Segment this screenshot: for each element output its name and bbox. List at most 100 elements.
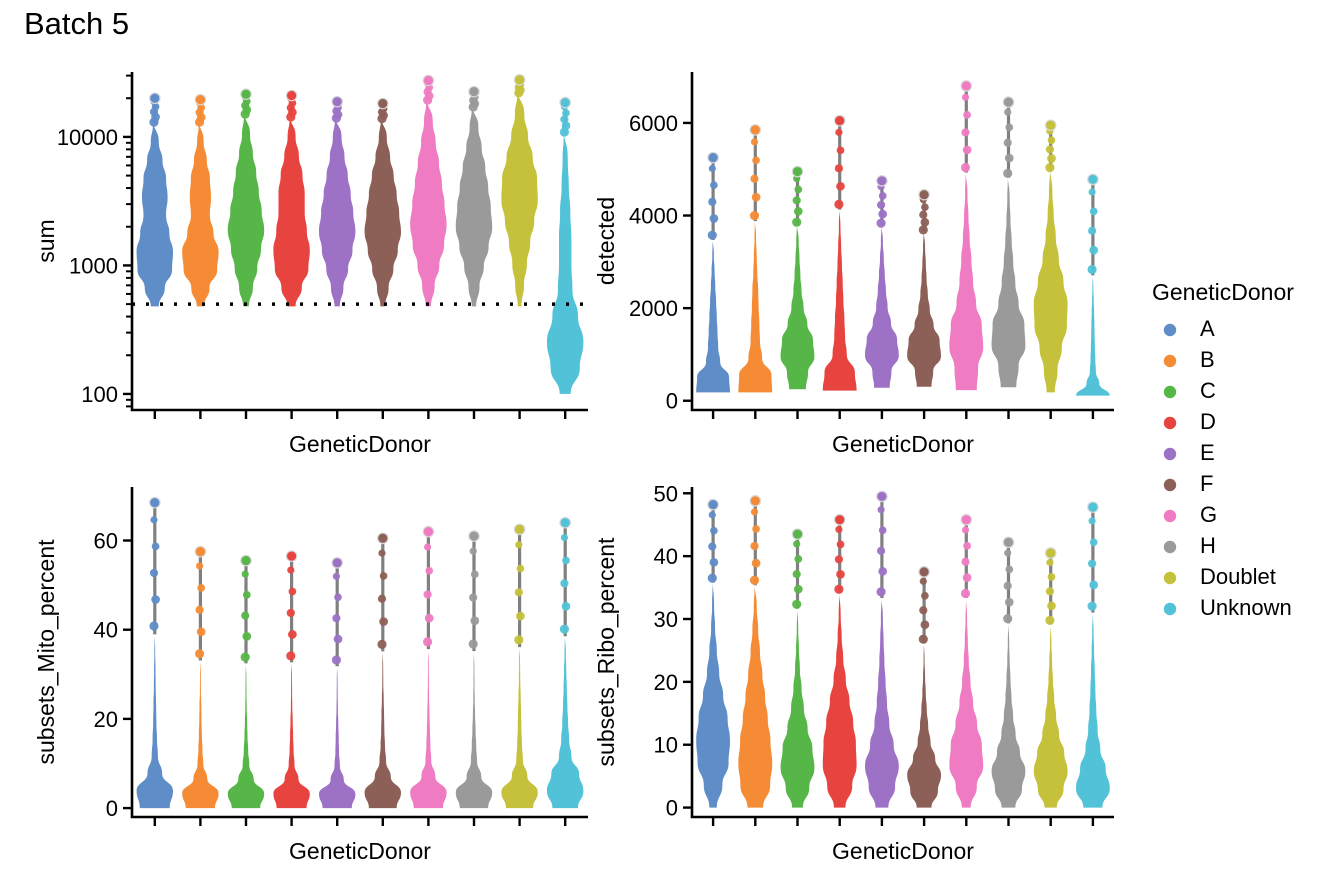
outlier-point [794,185,803,194]
outlier-point [918,225,928,235]
legend-item-b[interactable]: B [1163,347,1215,372]
panel-top-right: 0 2000 4000 6000 GeneticDonor detected [593,72,1114,457]
violin-body [907,232,941,387]
y-axis-title: subsets_Ribo_percent [593,537,619,766]
legend-item-doublet[interactable]: Doublet [1163,564,1276,589]
legend-item-h[interactable]: H [1163,533,1216,558]
max-outlier-point [1044,119,1057,132]
violin-doublet [501,74,538,307]
max-outlier-point [194,545,207,558]
max-outlier-point [791,165,804,178]
violin-series-group [136,496,584,809]
violin-body [949,599,984,808]
outlier-point [241,570,249,578]
outlier-point [1004,153,1014,163]
outlier-point [561,121,571,131]
max-outlier-point [149,92,161,105]
outlier-point [710,181,718,190]
legend-item-d[interactable]: D [1163,409,1216,434]
violin-f [907,566,941,808]
legend-item-unknown[interactable]: Unknown [1163,595,1292,620]
outlier-point [792,217,802,227]
outlier-point [1047,601,1056,611]
outlier-point [1005,123,1014,132]
violin-a [136,496,173,809]
y-tick-label: 4000 [629,204,678,229]
outlier-point [961,557,970,566]
legend-item-c[interactable]: C [1163,378,1216,403]
x-axis-title: GeneticDonor [289,431,431,457]
legend-swatch-icon [1163,416,1177,430]
panel-bottom-right: 0 10 20 30 40 50 GeneticDonor subsets_Ribo_perc… [593,481,1114,864]
y-tick-label: 6000 [629,111,678,136]
violin-f [364,97,401,307]
outlier-point [149,568,159,578]
legend-item-label: F [1200,471,1213,496]
y-tick-label: 10 [654,733,678,758]
violin-h [455,530,493,809]
violin-c [227,88,265,307]
legend-item-g[interactable]: G [1163,502,1217,527]
legend-item-label: Doublet [1200,564,1276,589]
outlier-point [836,146,845,155]
y-tick-label: 20 [94,707,118,732]
max-outlier-point [707,498,719,511]
violin-unknown [1076,173,1110,396]
outlier-point [1089,207,1098,216]
outlier-point [423,590,432,599]
outlier-point [424,543,432,551]
y-tick-label: 1000 [69,253,118,278]
y-tick-label: 60 [94,529,118,554]
legend-item-label: G [1200,502,1217,527]
legend-title: GeneticDonor [1152,279,1294,305]
outlier-point [197,584,206,592]
outlier-point [196,627,206,637]
max-outlier-point [876,175,888,187]
outlier-point [1045,615,1055,625]
violin-e [319,557,356,809]
legend-item-e[interactable]: E [1163,440,1215,465]
outlier-point [150,516,158,524]
axis-spines [690,487,1114,819]
max-outlier-point [876,490,888,503]
max-outlier-point [376,532,389,545]
x-axis-ticks [153,410,567,419]
outlier-point [749,575,760,585]
max-outlier-point [833,114,846,127]
y-axis-title: subsets_Mito_percent [33,539,59,765]
y-tick-label: 0 [666,796,678,821]
outlier-point [334,593,342,602]
violin-g [949,80,984,391]
outlier-point [377,639,387,649]
outlier-point [752,156,760,165]
outlier-point [708,197,717,206]
outlier-point [750,541,759,551]
outlier-point [920,217,930,227]
violin-e [865,175,899,388]
outlier-point [331,655,341,665]
outlier-point [835,128,843,136]
y-axis-ticks: 0 2000 4000 6000 [629,111,692,414]
violin-body [273,663,310,809]
outlier-point [1089,538,1098,547]
x-axis-title: GeneticDonor [289,838,431,864]
outlier-point [751,558,761,568]
y-tick-label: 0 [106,796,118,821]
outlier-point [516,611,525,621]
max-outlier-point [918,566,930,578]
outlier-point [559,624,570,634]
outlier-point [876,218,886,228]
violin-body [182,123,219,307]
outlier-point [287,566,295,574]
outlier-point [793,584,803,594]
outlier-point [1088,517,1096,525]
legend-item-f[interactable]: F [1163,471,1214,496]
outlier-point [424,613,434,623]
max-outlier-point [1087,501,1099,513]
legend-item-a[interactable]: A [1163,316,1215,341]
violin-body [822,210,857,391]
y-axis-ticks: 0 20 40 60 [94,529,132,821]
